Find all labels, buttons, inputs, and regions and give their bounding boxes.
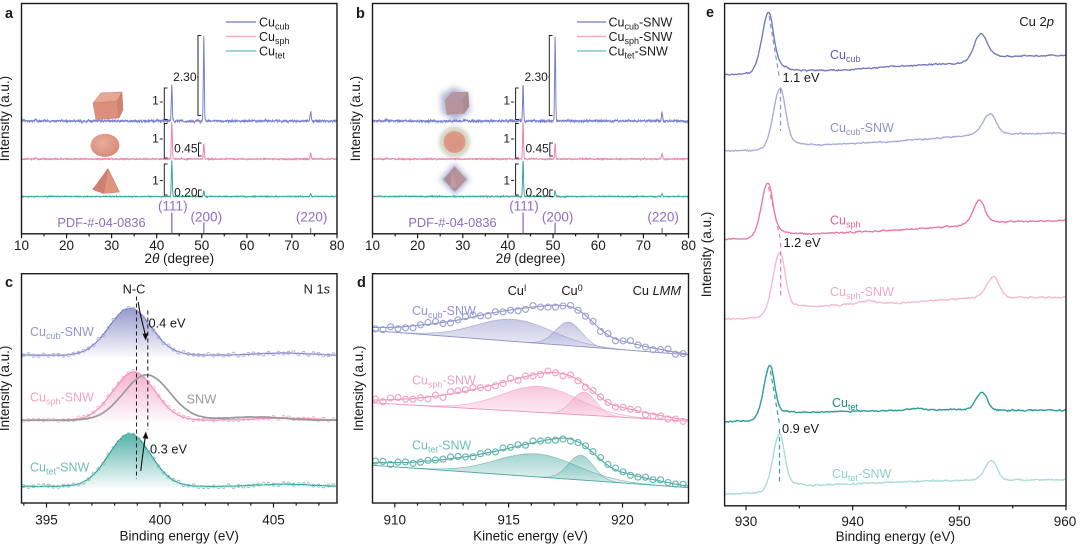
svg-text:Cucub-SNW: Cucub-SNW	[30, 325, 94, 341]
svg-text:40: 40	[149, 238, 164, 253]
svg-text:30: 30	[455, 238, 470, 253]
svg-text:Cucub-SNW: Cucub-SNW	[830, 121, 894, 137]
svg-text:Cusph-SNW: Cusph-SNW	[609, 30, 673, 46]
svg-text:Intensity (a.u.): Intensity (a.u.)	[0, 346, 12, 432]
svg-text:Kinetic energy (eV): Kinetic energy (eV)	[473, 529, 588, 544]
svg-text:2θ (degree): 2θ (degree)	[496, 251, 566, 266]
svg-text:N 1s: N 1s	[304, 282, 331, 297]
svg-text:c: c	[5, 275, 13, 291]
svg-text:Intensity (a.u.): Intensity (a.u.)	[699, 212, 714, 298]
svg-text:2.30: 2.30	[173, 70, 197, 84]
svg-text:10: 10	[365, 238, 380, 253]
svg-text:(220): (220)	[647, 210, 679, 225]
svg-text:0.3 eV: 0.3 eV	[150, 442, 187, 457]
svg-text:40: 40	[500, 238, 515, 253]
svg-text:0.45: 0.45	[525, 142, 549, 156]
svg-text:Intensity (a.u.): Intensity (a.u.)	[351, 346, 366, 432]
svg-text:1: 1	[152, 132, 159, 146]
svg-text:Cutet-SNW: Cutet-SNW	[412, 439, 472, 455]
svg-text:Cu 2p: Cu 2p	[1019, 14, 1054, 29]
svg-text:1: 1	[503, 94, 510, 108]
svg-text:2θ (degree): 2θ (degree)	[144, 251, 214, 266]
svg-text:Cusph-SNW: Cusph-SNW	[412, 374, 476, 390]
svg-text:405: 405	[262, 513, 285, 528]
svg-text:920: 920	[611, 513, 634, 528]
svg-text:940: 940	[841, 514, 864, 529]
svg-text:50: 50	[194, 238, 209, 253]
svg-text:Intensity (a.u.): Intensity (a.u.)	[348, 76, 363, 162]
svg-text:d: d	[357, 275, 366, 291]
svg-text:2.30: 2.30	[524, 70, 548, 84]
svg-text:70: 70	[636, 238, 651, 253]
svg-text:400: 400	[149, 513, 172, 528]
svg-text:(200): (200)	[542, 210, 574, 225]
svg-text:Intensity (a.u.): Intensity (a.u.)	[0, 76, 12, 162]
svg-text:50: 50	[546, 238, 561, 253]
svg-text:1: 1	[152, 94, 159, 108]
svg-text:1: 1	[503, 132, 510, 146]
svg-text:395: 395	[35, 513, 58, 528]
svg-text:0.20: 0.20	[525, 186, 549, 200]
svg-text:Cutet-SNW: Cutet-SNW	[609, 45, 669, 61]
svg-text:1.1 eV: 1.1 eV	[783, 70, 820, 85]
svg-text:0.9 eV: 0.9 eV	[782, 421, 819, 436]
svg-text:Cusph-SNW: Cusph-SNW	[30, 391, 94, 407]
svg-text:Binding energy (eV): Binding energy (eV)	[120, 529, 239, 544]
svg-text:a: a	[5, 6, 14, 22]
svg-text:915: 915	[497, 513, 520, 528]
svg-text:SNW: SNW	[187, 392, 218, 407]
svg-text:Cu0: Cu0	[561, 283, 582, 298]
svg-text:0.45: 0.45	[174, 142, 198, 156]
svg-text:960: 960	[1054, 514, 1077, 529]
svg-text:10: 10	[14, 238, 29, 253]
svg-text:Binding energy (eV): Binding energy (eV)	[836, 529, 955, 544]
svg-text:N-C: N-C	[123, 282, 146, 297]
svg-text:60: 60	[591, 238, 606, 253]
svg-text:80: 80	[329, 238, 344, 253]
svg-text:(111): (111)	[158, 199, 188, 214]
svg-text:e: e	[706, 5, 714, 21]
svg-text:(220): (220)	[296, 210, 328, 225]
svg-text:20: 20	[59, 238, 74, 253]
svg-text:930: 930	[735, 514, 758, 529]
svg-text:0.20: 0.20	[174, 186, 198, 200]
svg-text:910: 910	[383, 513, 406, 528]
svg-text:Cucub-SNW: Cucub-SNW	[412, 304, 476, 320]
svg-text:PDF-#-04-0836: PDF-#-04-0836	[57, 215, 145, 230]
svg-text:1: 1	[152, 174, 159, 188]
svg-text:Cutet-SNW: Cutet-SNW	[30, 461, 90, 477]
svg-text:Cusph-SNW: Cusph-SNW	[830, 285, 894, 301]
svg-text:70: 70	[284, 238, 299, 253]
svg-text:0.4 eV: 0.4 eV	[149, 316, 186, 331]
svg-text:950: 950	[948, 514, 971, 529]
svg-text:(111): (111)	[509, 199, 539, 214]
svg-text:(200): (200)	[191, 210, 223, 225]
svg-text:Cu LMM: Cu LMM	[633, 283, 682, 298]
svg-text:CuI: CuI	[508, 283, 527, 298]
svg-text:1: 1	[503, 174, 510, 188]
svg-text:b: b	[356, 6, 365, 22]
svg-text:Cutet-SNW: Cutet-SNW	[832, 467, 892, 483]
svg-text:60: 60	[239, 238, 254, 253]
svg-text:30: 30	[104, 238, 119, 253]
svg-text:1.2 eV: 1.2 eV	[784, 235, 821, 250]
svg-text:PDF-#-04-0836: PDF-#-04-0836	[408, 215, 496, 230]
svg-text:80: 80	[681, 238, 696, 253]
svg-text:20: 20	[410, 238, 425, 253]
